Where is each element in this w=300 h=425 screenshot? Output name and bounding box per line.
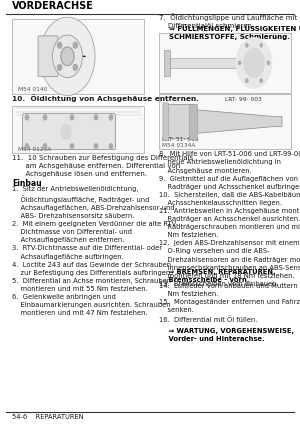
Text: 8.  Mit Hilfe von LRT-51-006 und LRT-99-003
    neue Antriebswellenöldichtung in: 8. Mit Hilfe von LRT-51-006 und LRT-99-0… — [159, 151, 300, 287]
Text: 10.  Öldichtung von Achsgehäuse entfernen.: 10. Öldichtung von Achsgehäuse entfernen… — [12, 94, 199, 102]
Text: VORDERACHSE: VORDERACHSE — [12, 1, 94, 11]
Text: 54-6    REPARATUREN: 54-6 REPARATUREN — [12, 414, 83, 420]
Bar — [189, 104, 196, 139]
Circle shape — [61, 47, 74, 66]
FancyBboxPatch shape — [163, 103, 169, 140]
Polygon shape — [165, 105, 282, 139]
FancyBboxPatch shape — [38, 36, 58, 77]
Text: ⇒ WARTUNG, VORGEHENSWEISE,
    Vorder- und Hinterachse.: ⇒ WARTUNG, VORGEHENSWEISE, Vorder- und H… — [159, 328, 294, 342]
Circle shape — [94, 114, 98, 120]
Circle shape — [260, 43, 263, 47]
Bar — [12, 19, 144, 94]
Circle shape — [236, 37, 272, 88]
Circle shape — [52, 35, 83, 78]
Bar — [12, 106, 144, 153]
Circle shape — [70, 143, 74, 149]
Circle shape — [58, 42, 62, 48]
Text: Einbau: Einbau — [12, 179, 42, 188]
FancyBboxPatch shape — [22, 113, 116, 150]
Text: M54 0129A: M54 0129A — [18, 147, 51, 152]
Text: 14.  Luftfeder vorn anbauen und Muttern mit 140
    Nm festziehen.
15.  Montages: 14. Luftfeder vorn anbauen und Muttern m… — [159, 283, 300, 323]
Circle shape — [244, 48, 265, 78]
Circle shape — [238, 61, 241, 65]
Text: M54 0134A: M54 0134A — [162, 143, 195, 148]
Circle shape — [260, 79, 263, 83]
Circle shape — [40, 17, 95, 96]
Text: M54 0140: M54 0140 — [18, 87, 47, 92]
Circle shape — [25, 143, 29, 149]
Circle shape — [73, 42, 77, 48]
Text: LRT- 99- 003: LRT- 99- 003 — [225, 97, 262, 102]
Text: 7.  Öldichtungslippe und Lauffläche mit sauberem
    Differentialöl schmieren.: 7. Öldichtungslippe und Lauffläche mit s… — [159, 14, 300, 29]
Text: ⇒ BREMSEN, REPARATUREN,
    Bremsscheibe - vorn.: ⇒ BREMSEN, REPARATUREN, Bremsscheibe - v… — [159, 269, 276, 283]
Circle shape — [61, 124, 71, 139]
Text: LRT- 51- 006: LRT- 51- 006 — [162, 137, 199, 142]
Circle shape — [43, 114, 47, 120]
Bar — [159, 33, 291, 93]
Circle shape — [25, 114, 29, 120]
Bar — [164, 50, 169, 76]
Circle shape — [70, 114, 74, 120]
Circle shape — [109, 114, 113, 120]
Text: 11.  10 Schrauben zur Befestigung des Differentials
      am Achsgehäuse entfern: 11. 10 Schrauben zur Befestigung des Dif… — [12, 155, 193, 177]
Text: 1.  Sitz der Antriebswellenöldichtung,
    Öldichtungslauffläche, Radträger- und: 1. Sitz der Antriebswellenöldichtung, Öl… — [12, 186, 178, 316]
Circle shape — [245, 43, 248, 47]
Circle shape — [73, 65, 77, 71]
Circle shape — [94, 143, 98, 149]
Circle shape — [245, 79, 248, 83]
Circle shape — [58, 65, 62, 71]
Bar — [165, 58, 244, 68]
Circle shape — [267, 61, 270, 65]
Text: ⇒ FÜLLMENGEN, FLÜSSIGKEITEN UND
    SCHMIERSTOFFE, Schmierung.: ⇒ FÜLLMENGEN, FLÜSSIGKEITEN UND SCHMIERS… — [159, 24, 300, 40]
Bar — [159, 94, 291, 149]
Circle shape — [109, 143, 113, 149]
Circle shape — [43, 143, 47, 149]
